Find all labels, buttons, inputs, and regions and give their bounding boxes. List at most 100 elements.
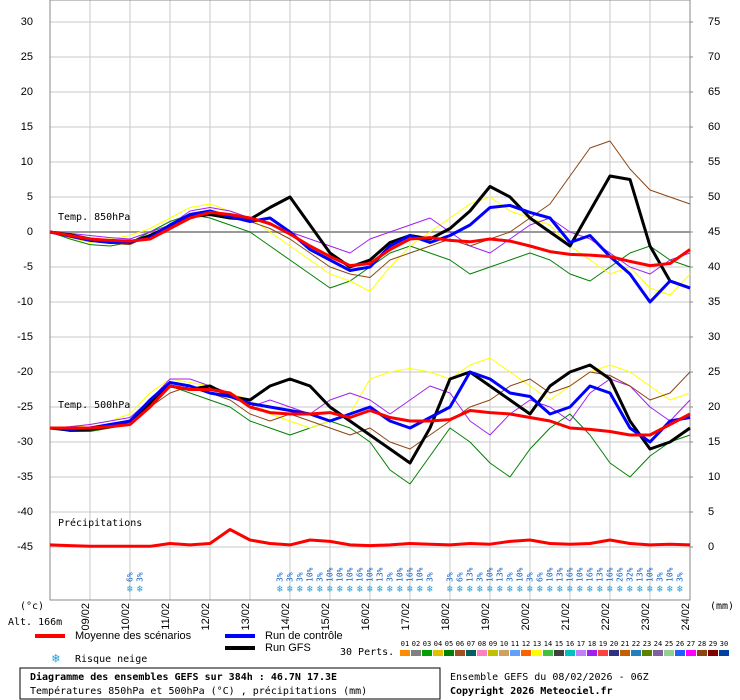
legend-label: Moyenne des scénarios xyxy=(75,630,192,642)
snow-icon: ❄ xyxy=(51,652,60,667)
snow-flake: ❄ xyxy=(637,584,644,595)
snow-flake: ❄ xyxy=(607,584,614,595)
snow-flake: ❄ xyxy=(487,584,494,595)
member-legend-label: 05 xyxy=(445,640,453,648)
member-legend-swatch xyxy=(554,650,564,656)
snow-risk-label: 13% xyxy=(636,567,645,582)
member-legend-swatch xyxy=(466,650,476,656)
snow-flake: ❄ xyxy=(587,584,594,595)
snow-risk-label: 10% xyxy=(646,567,655,582)
snow-risk-label: 10% xyxy=(546,567,555,582)
x-tick-label: 24/02 xyxy=(680,603,692,631)
snow-flake: ❄ xyxy=(577,584,584,595)
snow-risk-label: 6% xyxy=(126,572,135,582)
y-tick-label: 15 xyxy=(21,121,33,133)
x-tick-label: 14/02 xyxy=(280,603,292,631)
member-legend-swatch xyxy=(433,650,443,656)
snow-flake: ❄ xyxy=(507,584,514,595)
copyright: Copyright 2026 Meteociel.fr xyxy=(450,685,613,697)
snow-risk-label: 13% xyxy=(376,567,385,582)
member-legend-swatch xyxy=(510,650,520,656)
y-tick-label: 25 xyxy=(21,51,33,63)
snow-risk-label: 10% xyxy=(516,567,525,582)
x-tick-label: 23/02 xyxy=(640,603,652,631)
snow-risk-label: 6% xyxy=(456,572,465,582)
snow-risk-label: 13% xyxy=(596,567,605,582)
snow-flake: ❄ xyxy=(647,584,654,595)
x-tick-label: 15/02 xyxy=(320,603,332,631)
snow-flake: ❄ xyxy=(377,584,384,595)
series-line-500 xyxy=(49,363,691,465)
chart-title: Diagramme des ensembles GEFS sur 384h : … xyxy=(30,671,337,683)
y-tick-label: -20 xyxy=(17,366,33,378)
snow-flake: ❄ xyxy=(367,584,374,595)
annotation: Temp. 500hPa xyxy=(58,400,130,411)
snow-risk-label: 10% xyxy=(336,567,345,582)
member-legend-swatch xyxy=(422,650,432,656)
snow-risk-label: 13% xyxy=(496,567,505,582)
annotation: Précipitations xyxy=(58,517,142,529)
snow-flake: ❄ xyxy=(397,584,404,595)
snow-flake: ❄ xyxy=(467,584,474,595)
snow-flake: ❄ xyxy=(527,584,534,595)
x-tick-label: 09/02 xyxy=(80,603,92,631)
run-info: Ensemble GEFS du 08/02/2026 - 06Z xyxy=(450,672,649,683)
perturbations-label: 30 Perts. xyxy=(340,647,394,658)
footer-box xyxy=(19,667,441,700)
x-tick-label: 11/02 xyxy=(160,603,172,630)
chart-subtitle: Températures 850hPa et 500hPa (°C) , pré… xyxy=(30,685,367,697)
member-legend-label: 10 xyxy=(500,640,508,648)
member-legend-swatch xyxy=(631,650,641,656)
y-tick-label: 10 xyxy=(21,156,33,168)
member-legend-swatch xyxy=(532,650,542,656)
snow-risk-label: 32% xyxy=(626,567,635,582)
snow-risk-label: 3% xyxy=(276,572,285,582)
snow-flake: ❄ xyxy=(287,584,294,595)
member-legend-label: 26 xyxy=(676,640,684,648)
member-legend-label: 22 xyxy=(632,640,640,648)
snow-flake: ❄ xyxy=(477,584,484,595)
snow-risk-label: 13% xyxy=(556,567,565,582)
member-legend-label: 14 xyxy=(544,640,552,648)
snow-risk-label: 10% xyxy=(306,567,315,582)
member-legend-swatch xyxy=(521,650,531,656)
series-line-500 xyxy=(49,370,691,444)
snow-risk-label: 3% xyxy=(286,572,295,582)
member-legend-label: 25 xyxy=(665,640,673,648)
y2-tick-label: 40 xyxy=(708,261,720,273)
y2-tick-label: 35 xyxy=(708,296,720,308)
snow-flake: ❄ xyxy=(417,584,424,595)
series-line-500 xyxy=(50,384,691,437)
snow-risk-label: 16% xyxy=(356,567,365,582)
y2-axis-label: (mm) xyxy=(710,601,734,612)
y-tick-label: -45 xyxy=(17,541,33,553)
snow-risk-label: 10% xyxy=(576,567,585,582)
snow-flake: ❄ xyxy=(497,584,504,595)
member-legend-label: 12 xyxy=(522,640,530,648)
snow-flake: ❄ xyxy=(447,584,454,595)
member-legend-swatch xyxy=(664,650,674,656)
snow-risk-label: 3% xyxy=(386,572,395,582)
snow-flake: ❄ xyxy=(407,584,414,595)
series-line-precip xyxy=(49,528,691,548)
snow-risk-label: 3% xyxy=(676,572,685,582)
y2-tick-label: 25 xyxy=(708,366,720,378)
x-tick-label: 18/02 xyxy=(440,603,452,631)
x-tick-label: 12/02 xyxy=(200,603,212,631)
snow-risk-label: 3% xyxy=(316,572,325,582)
snow-risk-label: 10% xyxy=(486,567,495,582)
member-legend-label: 06 xyxy=(456,640,464,648)
y-tick-label: -25 xyxy=(17,401,33,413)
snow-flake: ❄ xyxy=(677,584,684,595)
member-legend-swatch xyxy=(653,650,663,656)
member-legend-label: 02 xyxy=(412,640,420,648)
snow-risk-label: 3% xyxy=(296,572,305,582)
member-legend-label: 04 xyxy=(434,640,442,648)
member-legend-label: 08 xyxy=(478,640,486,648)
y2-tick-label: 5 xyxy=(708,506,714,518)
member-legend-swatch xyxy=(642,650,652,656)
legend-label: Run GFS xyxy=(265,642,311,654)
snow-flake: ❄ xyxy=(537,584,544,595)
snow-risk-label: 3% xyxy=(136,572,145,582)
x-tick-label: 20/02 xyxy=(520,603,532,631)
